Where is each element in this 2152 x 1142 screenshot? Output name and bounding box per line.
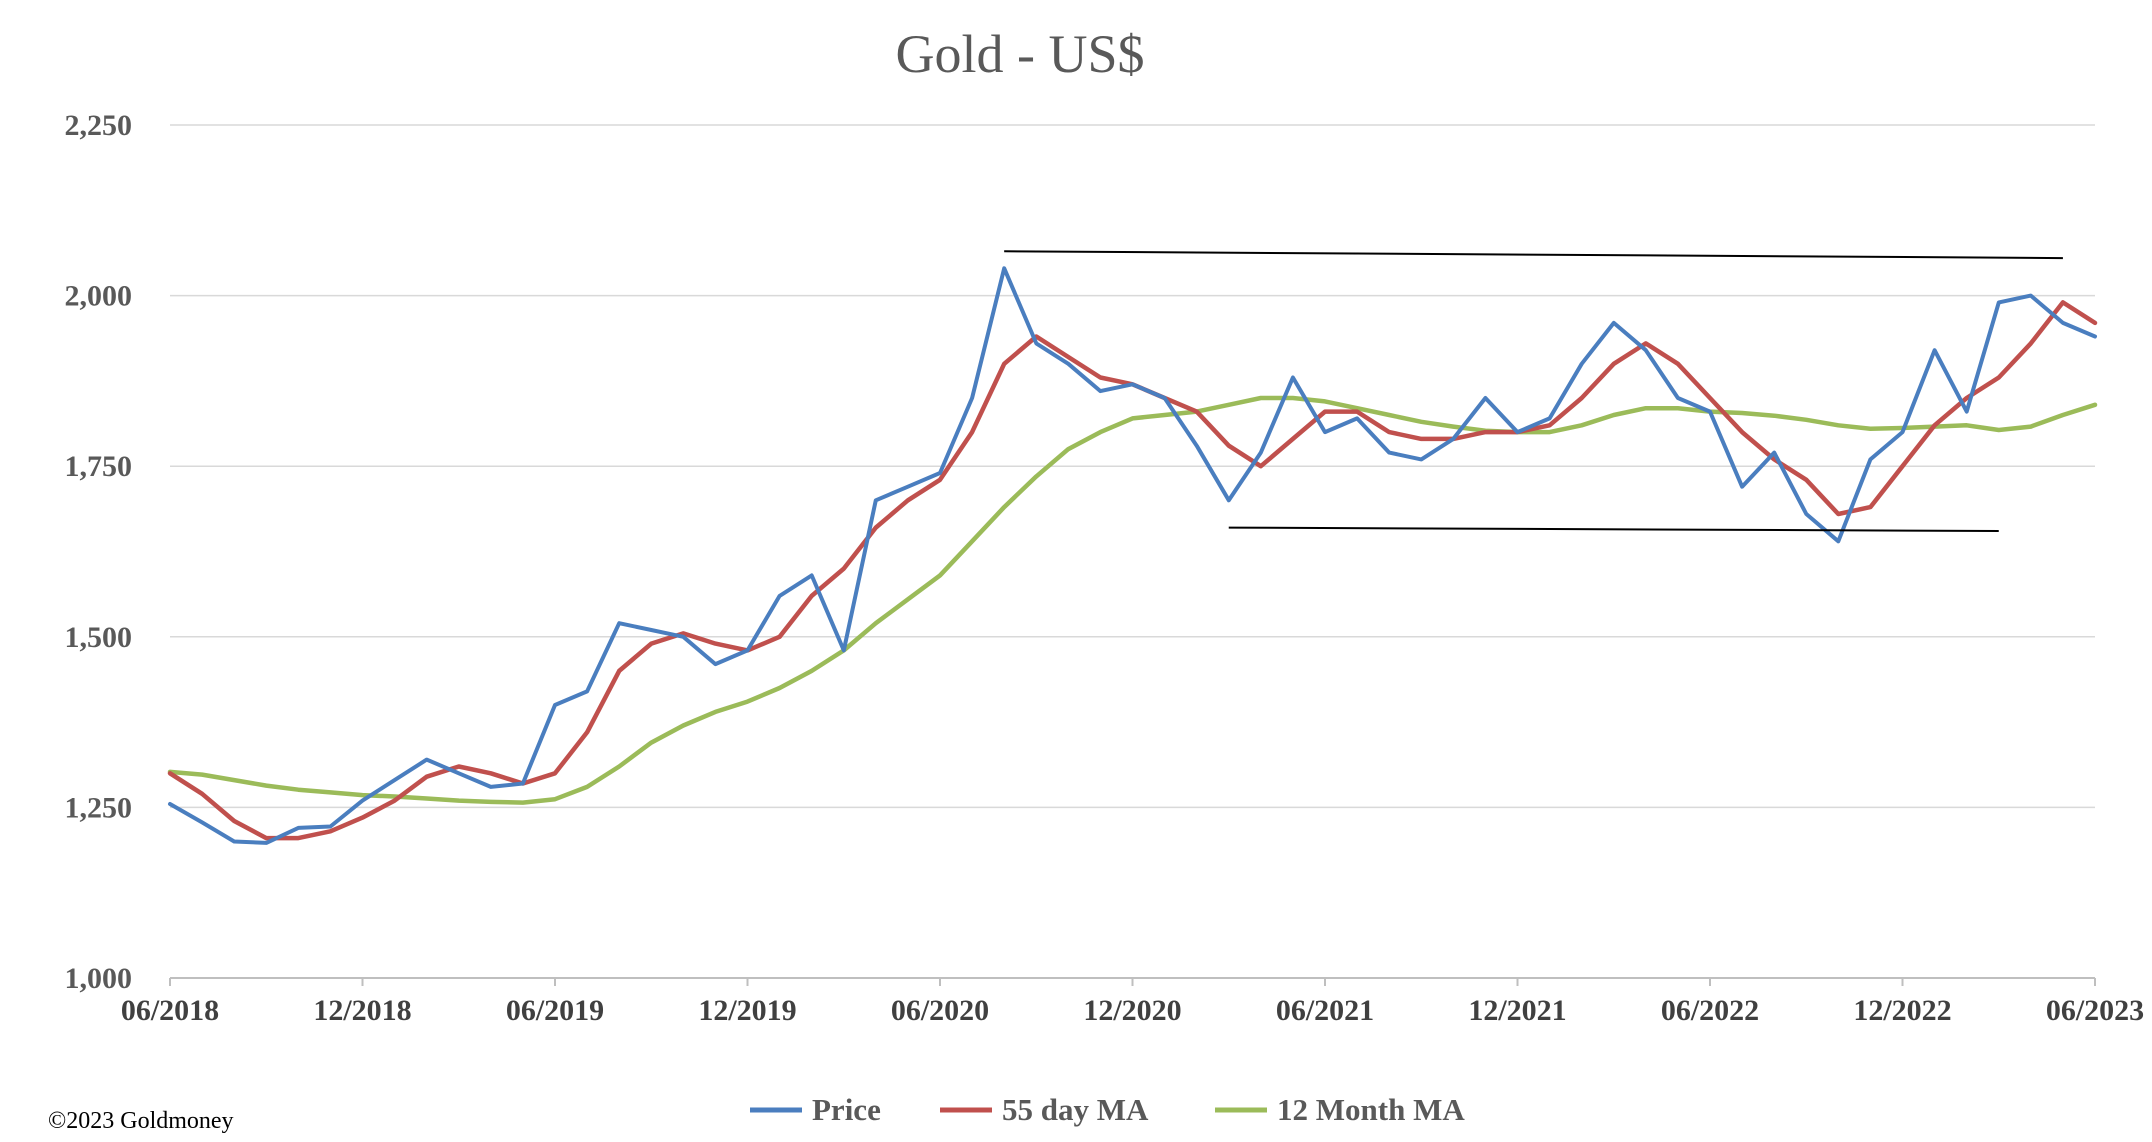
legend-label: 55 day MA — [1002, 1092, 1149, 1127]
series-lines — [167, 266, 2098, 845]
x-tick-label: 12/2022 — [1853, 994, 1951, 1027]
y-tick-label: 2,250 — [65, 109, 133, 142]
x-tick-label: 06/2018 — [121, 994, 219, 1027]
series-line-12-month-ma — [167, 395, 2098, 805]
x-axis — [169, 977, 2096, 986]
y-tick-label: 2,000 — [65, 280, 133, 313]
x-tick-label: 06/2019 — [506, 994, 604, 1027]
x-tick-labels: 06/2018 12/2018 06/2019 12/2019 06/2020 12/20… — [121, 994, 2144, 1027]
y-tick-label: 1,500 — [65, 621, 133, 654]
trendline — [1004, 250, 2063, 260]
y-tick-label: 1,750 — [65, 450, 133, 483]
trendline — [1228, 526, 1999, 533]
y-tick-labels: 1,000 1,250 1,500 1,750 2,000 2,250 — [65, 109, 133, 995]
x-tick-label: 06/2022 — [1661, 994, 1759, 1027]
trendline-annotations — [1004, 250, 2063, 533]
legend: Price 55 day MA 12 Month MA — [750, 1092, 1465, 1127]
legend-label: 12 Month MA — [1277, 1092, 1465, 1127]
x-tick-label: 12/2021 — [1468, 994, 1566, 1027]
x-tick-label: 06/2023 — [2046, 994, 2144, 1027]
y-tick-label: 1,000 — [65, 962, 133, 995]
x-tick-label: 12/2019 — [698, 994, 796, 1027]
copyright-text: ©2023 Goldmoney — [48, 1108, 234, 1134]
chart-title: Gold - US$ — [895, 24, 1144, 84]
x-tick-label: 12/2020 — [1083, 994, 1181, 1027]
x-tick-label: 06/2020 — [891, 994, 989, 1027]
x-tick-label: 06/2021 — [1276, 994, 1374, 1027]
series-line-price — [168, 266, 2097, 845]
x-tick-label: 12/2018 — [313, 994, 411, 1027]
gridlines — [170, 124, 2095, 809]
y-tick-label: 1,250 — [65, 791, 133, 824]
legend-label: Price — [812, 1092, 881, 1127]
